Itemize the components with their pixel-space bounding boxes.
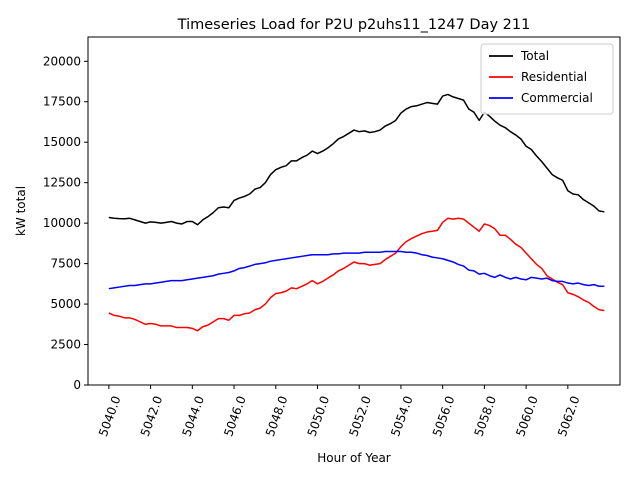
x-tick-label: 5044.0 <box>180 394 208 438</box>
x-tick-label: 5056.0 <box>430 394 458 438</box>
axes-frame <box>87 36 621 386</box>
x-tick-label: 5058.0 <box>472 394 500 438</box>
x-axis-title: Hour of Year <box>317 451 391 465</box>
legend: Total Residential Commercial <box>480 43 614 115</box>
y-axis: 0 2500 5000 7500 10000 12500 15000 17500 20000 <box>43 54 88 392</box>
x-tick-label: 5046.0 <box>221 394 249 438</box>
x-tick-label: 5060.0 <box>513 394 541 438</box>
legend-box <box>480 43 614 115</box>
legend-label-commercial: Commercial <box>521 91 593 105</box>
x-tick-label: 5042.0 <box>138 394 166 438</box>
y-tick-label: 17500 <box>43 95 81 109</box>
series-layer <box>108 93 605 332</box>
chart-title: Timeseries Load for P2U p2uhs11_1247 Day… <box>177 17 531 33</box>
y-tick-label: 12500 <box>43 176 81 190</box>
x-tick-label: 5052.0 <box>346 394 374 438</box>
x-tick-label: 5048.0 <box>263 394 291 438</box>
series-line-residential <box>108 217 605 332</box>
y-tick-label: 5000 <box>50 297 81 311</box>
x-tick-label: 5062.0 <box>555 394 583 438</box>
legend-label-total: Total <box>520 49 549 63</box>
y-tick-label: 15000 <box>43 135 81 149</box>
x-axis: 5040.0 5042.0 5044.0 5046.0 5048.0 5050.0 5052… <box>96 385 583 438</box>
legend-label-residential: Residential <box>521 70 587 84</box>
y-axis-title: kW total <box>14 186 28 236</box>
x-tick-label: 5054.0 <box>388 394 416 438</box>
y-tick-label: 0 <box>73 378 81 392</box>
y-tick-label: 10000 <box>43 216 81 230</box>
series-line-total <box>108 93 605 226</box>
y-tick-label: 20000 <box>43 54 81 68</box>
y-tick-label: 7500 <box>50 257 81 271</box>
series-line-commercial <box>108 250 605 290</box>
x-tick-label: 5050.0 <box>305 394 333 438</box>
y-tick-label: 2500 <box>50 338 81 352</box>
x-tick-label: 5040.0 <box>96 394 124 438</box>
